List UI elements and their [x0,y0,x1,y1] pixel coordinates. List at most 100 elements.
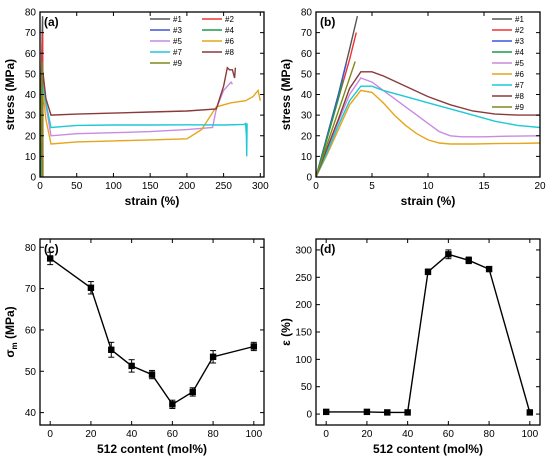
data-point [108,346,115,353]
data-point [322,408,330,416]
y-tick-label: 80 [25,243,37,254]
legend-label: #8 [515,92,524,101]
chart-panel-1: 0 50 100 150 200 250 300 0 10 20 30 40 50 60 70 80 strai… [3,8,269,209]
y-tick-label: 70 [301,28,313,39]
y-axis-title: σm (MPa) [3,306,19,357]
y-tick-label: 200 [295,300,312,311]
y-tick-label: 70 [25,28,37,39]
y-axis-title-unit: (MPa) [3,306,17,342]
x-axis-title: 512 content (mol%) [97,442,207,456]
x-tick-label: 150 [142,181,159,192]
y-tick-label: 300 [295,245,312,256]
x-tick-label: 80 [208,429,220,440]
legend-label: #5 [173,37,182,46]
legend-label: #9 [173,59,182,68]
x-tick-label: 0 [47,429,53,440]
data-point [148,371,156,378]
data-point [465,257,472,264]
x-tick-label: 10 [422,181,434,192]
series-line-n6 [40,88,261,177]
y-tick-label: 40 [25,90,37,101]
y-tick-label: 60 [25,325,37,336]
x-tick-label: 0 [37,181,43,192]
data-point [209,353,217,360]
data-point [445,251,452,258]
legend-label: #5 [515,59,524,68]
legend-label: #3 [515,37,524,46]
x-tick-label: 100 [521,429,538,440]
data-point [404,409,411,416]
legend-label: #6 [225,37,234,46]
data-point [384,409,391,416]
series-line-n7 [316,85,540,177]
y-tick-label: 150 [295,328,312,339]
x-tick-label: 60 [443,429,455,440]
y-axis-title: stress (MPa) [3,59,17,130]
y-tick-label: 60 [25,49,37,60]
y-axis-title-subscript: m [10,342,19,349]
legend-label: #1 [515,15,524,24]
series-line-n8 [40,66,237,177]
x-axis-title: strain (%) [401,194,456,208]
y-tick-label: 0 [306,410,312,421]
y-tick-label: 50 [25,69,37,80]
y-axis-title: stress (MPa) [279,59,293,130]
series-line-n7 [40,86,248,177]
y-tick-label: 100 [295,355,312,366]
series-line-n4 [316,79,344,177]
y-tick-label: 50 [301,382,313,393]
x-tick-label: 50 [71,181,83,192]
x-tick-label: 300 [252,181,269,192]
panel-label: (a) [44,15,59,29]
legend-label: #2 [225,15,234,24]
x-tick-label: 100 [105,181,122,192]
series-line-n9 [316,61,356,177]
x-tick-label: 80 [484,429,496,440]
series-line-n6 [316,89,540,177]
x-tick-label: 20 [361,429,373,440]
y-tick-label: 50 [25,367,37,378]
y-tick-label: 40 [25,408,37,419]
legend-label: #7 [173,48,182,57]
x-tick-label: 250 [215,181,232,192]
data-point [169,401,176,408]
y-tick-label: 50 [301,69,313,80]
legend-label: #7 [515,81,524,90]
legend-label: #4 [225,26,234,35]
data-point [189,388,196,396]
x-tick-label: 200 [179,181,196,192]
x-tick-label: 60 [167,429,179,440]
series-line-n8 [316,71,540,177]
data-point [485,265,493,273]
y-tick-label: 10 [25,152,37,163]
y-tick-label: 30 [25,111,37,122]
y-axis-title-symbol: σ [3,349,17,357]
y-tick-label: 60 [301,49,313,60]
series-line-n5 [316,77,540,177]
legend-label: #3 [173,26,182,35]
y-tick-label: 20 [25,131,37,142]
y-tick-label: 20 [301,131,313,142]
x-tick-label: 0 [313,181,319,192]
y-tick-label: 0 [30,173,36,184]
legend-label: #1 [173,15,182,24]
y-tick-label: 70 [25,284,37,295]
panel-label: (c) [44,242,59,256]
y-axis-title: ε (%) [279,318,293,346]
data-line [49,257,254,406]
x-tick-label: 0 [323,429,329,440]
x-tick-label: 5 [369,181,375,192]
x-tick-label: 15 [478,181,490,192]
x-axis-title: strain (%) [125,194,180,208]
y-tick-label: 80 [25,8,37,19]
x-tick-label: 20 [534,181,546,192]
plot-frame [39,238,265,426]
data-point [424,268,432,276]
x-tick-label: 40 [126,429,138,440]
legend-label: #6 [515,70,524,79]
data-line [326,253,531,414]
legend-label: #2 [515,26,524,35]
x-tick-label: 20 [85,429,97,440]
